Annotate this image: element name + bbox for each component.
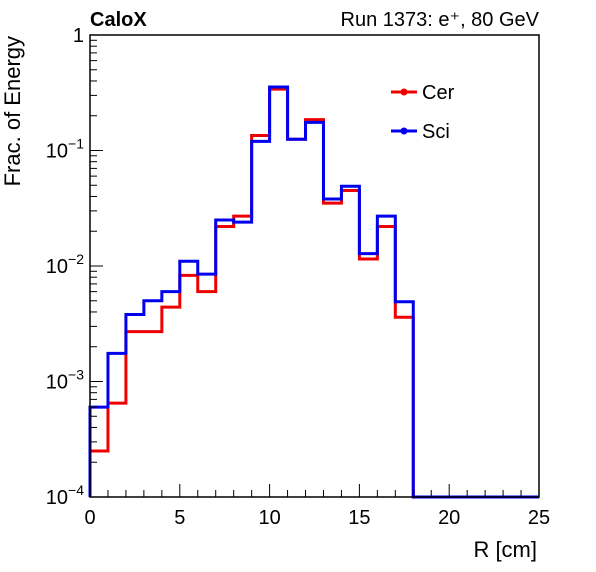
- y-axis-label: Frac. of Energy: [0, 36, 25, 186]
- y-tick-label: 10−3: [46, 367, 84, 394]
- experiment-label: CaloX: [90, 9, 147, 31]
- legend-marker-sci: [400, 127, 408, 135]
- legend-marker-cer: [400, 88, 408, 96]
- y-axis: 10−4 10−3 10−2 10−1 1: [46, 25, 103, 509]
- legend-label-sci: Sci: [422, 121, 450, 143]
- x-tick-label: 0: [84, 507, 95, 529]
- x-tick-label: 20: [438, 507, 460, 529]
- series-sci-step-line: [88, 85, 539, 499]
- legend: Cer Sci: [391, 82, 455, 143]
- x-axis-label: R [cm]: [473, 537, 537, 562]
- y-tick-label: 10−1: [46, 136, 84, 163]
- series-cer-step-line: [88, 87, 539, 499]
- x-tick-label: 10: [258, 507, 280, 529]
- plot-area: [88, 85, 539, 499]
- y-tick-label: 10−2: [46, 251, 84, 278]
- run-info-label: Run 1373: e⁺, 80 GeV: [341, 9, 540, 31]
- x-tick-label: 5: [174, 507, 185, 529]
- legend-label-cer: Cer: [422, 82, 455, 104]
- x-tick-label: 25: [528, 507, 550, 529]
- plot-frame: [89, 34, 540, 498]
- x-axis: 0 5 10 15 20 25: [84, 484, 550, 529]
- x-tick-label: 15: [348, 507, 370, 529]
- y-tick-label: 10−4: [46, 482, 84, 509]
- y-tick-label: 1: [73, 25, 84, 47]
